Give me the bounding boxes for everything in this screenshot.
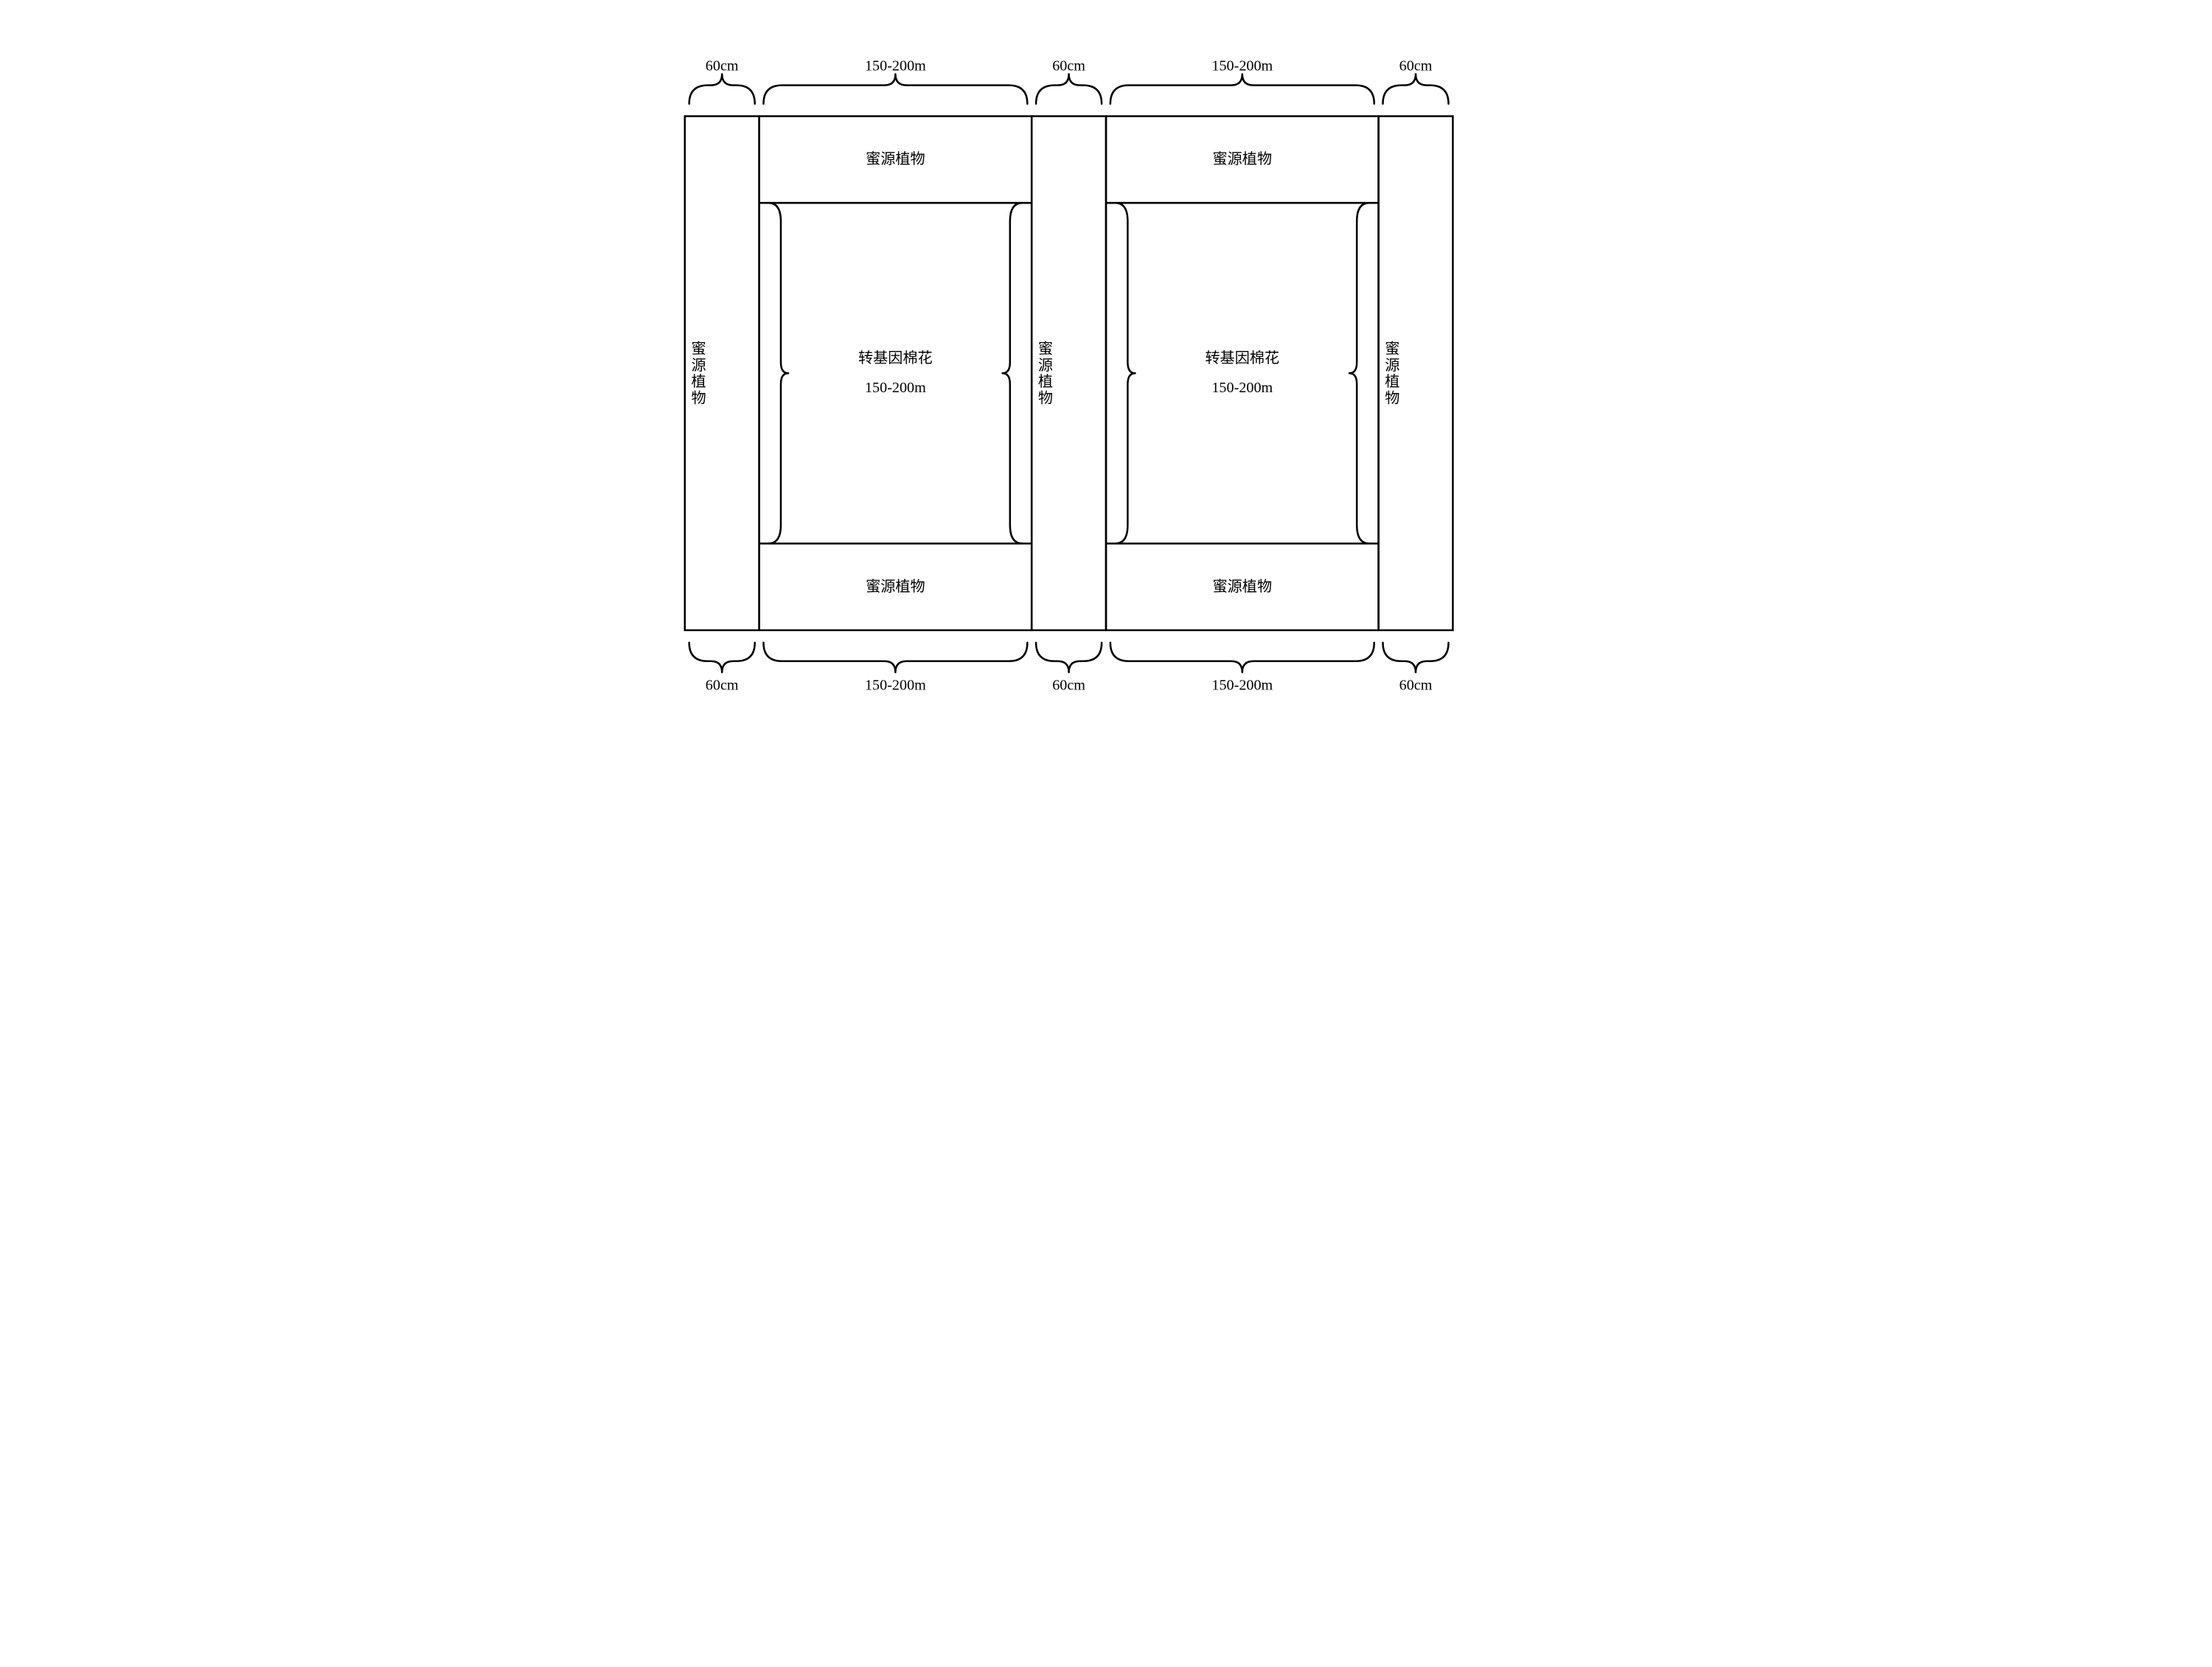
- top-brace-3: [1110, 74, 1374, 103]
- top-brace-1: [763, 74, 1027, 103]
- top-brace-2: [1036, 74, 1102, 103]
- wide-top-label-1: 蜜源植物: [759, 116, 1032, 203]
- bottom-brace-3: [1110, 643, 1374, 672]
- bottom-label-2: 60cm: [1052, 678, 1085, 695]
- wide-bottom-label-1: 蜜源植物: [759, 543, 1032, 630]
- wide-top-text: 蜜源植物: [1212, 147, 1272, 171]
- narrow-col-text: 蜜源植物: [1379, 341, 1402, 406]
- bottom-brace-4: [1382, 643, 1448, 672]
- top-label-2: 60cm: [1052, 58, 1085, 75]
- wide-bottom-label-3: 蜜源植物: [1106, 543, 1379, 630]
- bottom-brace-1: [763, 643, 1027, 672]
- narrow-col-text: 蜜源植物: [1032, 341, 1055, 406]
- wide-top-label-3: 蜜源植物: [1106, 116, 1379, 203]
- wide-bottom-text: 蜜源植物: [866, 575, 925, 599]
- center-line1: 转基因棉花: [858, 347, 933, 370]
- center-label-3: 转基因棉花 150-200m: [1124, 203, 1360, 543]
- center-line2: 150-200m: [865, 376, 926, 400]
- bottom-label-3: 150-200m: [1211, 678, 1273, 695]
- top-label-0: 60cm: [706, 58, 739, 75]
- center-line2: 150-200m: [1211, 376, 1273, 400]
- bottom-brace-2: [1036, 643, 1102, 672]
- top-label-1: 150-200m: [865, 58, 926, 75]
- center-label-1: 转基因棉花 150-200m: [778, 203, 1013, 543]
- top-label-4: 60cm: [1399, 58, 1433, 75]
- top-brace-0: [689, 74, 755, 103]
- center-line1: 转基因棉花: [1205, 347, 1279, 370]
- bottom-label-0: 60cm: [706, 678, 739, 695]
- field-layout-diagram: 60cm 60cm 150-200m 150-200m 60cm 60cm 150-200m…: [641, 29, 1571, 730]
- narrow-col-text: 蜜源植物: [685, 341, 709, 406]
- narrow-col-label-4: 蜜源植物: [1379, 116, 1453, 630]
- narrow-col-label-2: 蜜源植物: [1032, 116, 1106, 630]
- wide-top-text: 蜜源植物: [866, 147, 925, 171]
- top-brace-4: [1382, 74, 1448, 103]
- bottom-label-1: 150-200m: [865, 678, 926, 695]
- bottom-label-4: 60cm: [1399, 678, 1433, 695]
- bottom-brace-0: [689, 643, 755, 672]
- wide-bottom-text: 蜜源植物: [1212, 575, 1272, 599]
- narrow-col-label-0: 蜜源植物: [685, 116, 759, 630]
- top-label-3: 150-200m: [1211, 58, 1273, 75]
